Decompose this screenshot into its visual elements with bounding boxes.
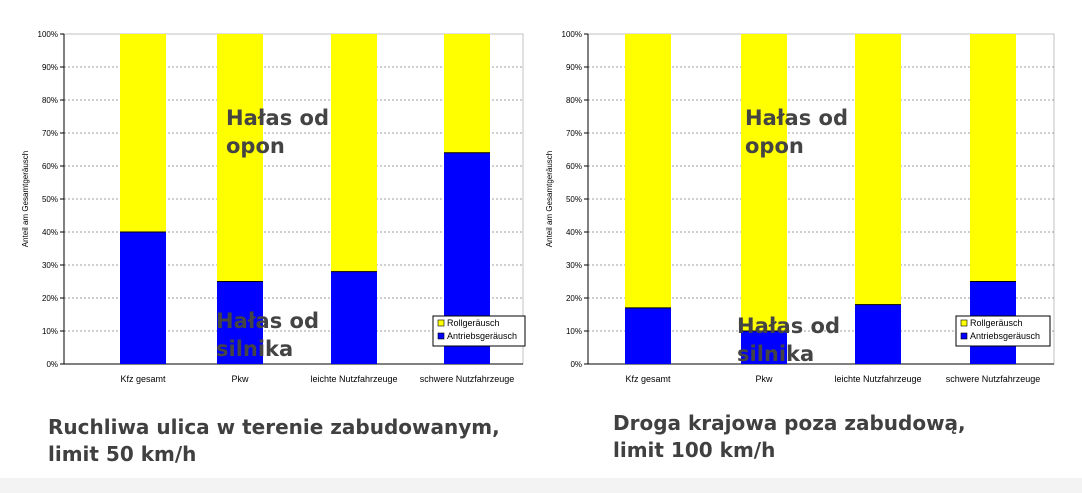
bar-antriebsgeraeusch [331,271,377,364]
x-category-label: leichte Nutzfahrzeuge [834,374,921,384]
y-tick-label: 20% [42,294,58,303]
y-tick-label: 80% [566,96,582,105]
overlay-annotation-text: Hałas od [737,314,840,338]
y-tick-label: 80% [42,96,58,105]
y-tick-label: 0% [46,360,58,369]
bar-antriebsgeraeusch [217,281,263,364]
y-tick-label: 20% [566,294,582,303]
legend-box [432,315,526,347]
y-tick-label: 100% [38,30,58,39]
bar-antriebsgeraeusch [120,232,166,364]
caption-left-line-1: Ruchliwa ulica w terenie zabudowanym, [48,415,500,439]
x-category-label: Pkw [231,374,249,384]
caption-right: Droga krajowa poza zabudową, limit 100 k… [613,410,966,464]
legend-swatch [960,319,968,327]
legend-swatch [437,332,445,340]
overlay-annotation-text: Hałas od [226,106,329,130]
legend-label: Rollgeräusch [447,318,500,328]
x-category-label: Kfz gesamt [120,374,166,384]
bar-antriebsgeraeusch [741,331,787,364]
chart-right: 0% 10% 20% 30% 40% 50% 60% 70% 80% 90% 100% Anteil … [542,18,1062,398]
y-tick-label: 40% [42,228,58,237]
y-axis-title: Anteil am Gesamtgeräusch [21,151,30,248]
y-tick-label: 0% [570,360,582,369]
caption-right-line-2: limit 100 km/h [613,438,776,462]
bar-rollgeraeusch [625,34,671,308]
y-tick-label: 10% [42,327,58,336]
x-category-label: Pkw [755,374,773,384]
y-tick-label: 60% [566,162,582,171]
overlay-annotation-text: silnika [737,342,814,366]
overlay-annotation-text: silnika [216,337,293,361]
y-tick-label: 70% [42,129,58,138]
bar-rollgeraeusch [331,34,377,272]
chart-left-svg: 0% 10% 20% 30% 40% 50% 60% 70% 80% 90% 100% Anteil … [21,30,526,384]
chart-left: 0% 10% 20% 30% 40% 50% 60% 70% 80% 90% 100% Anteil … [18,18,530,398]
overlay-annotation-text: opon [226,134,285,158]
y-tick-label: 50% [566,195,582,204]
bar-antriebsgeraeusch [625,307,671,364]
caption-right-line-1: Droga krajowa poza zabudową, [613,411,966,435]
y-tick-label: 30% [566,261,582,270]
legend-label: Antriebsgeräusch [447,331,517,341]
y-tick-label: 10% [566,327,582,336]
legend-swatch [960,332,968,340]
y-tick-label: 30% [42,261,58,270]
y-tick-label: 40% [566,228,582,237]
bar-rollgeraeusch [217,34,263,282]
bar-rollgeraeusch [970,34,1016,282]
bar-antriebsgeraeusch [855,304,901,364]
legend-label: Antriebsgeräusch [970,331,1040,341]
y-tick-label: 90% [566,63,582,72]
y-axis-title: Anteil am Gesamtgeräusch [545,151,554,248]
legend-swatch [437,319,445,327]
bar-rollgeraeusch [120,34,166,232]
x-category-label: leichte Nutzfahrzeuge [310,374,397,384]
legend-label: Rollgeräusch [970,318,1023,328]
bottom-band [0,478,1082,493]
x-category-label: schwere Nutzfahrzeuge [420,374,515,384]
y-tick-label: 90% [42,63,58,72]
legend-box [955,315,1051,347]
x-category-label: schwere Nutzfahrzeuge [946,374,1041,384]
bar-rollgeraeusch [741,34,787,331]
chart-right-svg: 0% 10% 20% 30% 40% 50% 60% 70% 80% 90% 100% Anteil … [545,30,1055,384]
overlay-annotation-text: Hałas od [216,309,319,333]
overlay-annotation-text: Hałas od [745,106,848,130]
caption-left-line-2: limit 50 km/h [48,442,197,466]
bar-rollgeraeusch [855,34,901,305]
y-tick-label: 100% [562,30,582,39]
x-category-label: Kfz gesamt [625,374,671,384]
y-tick-label: 60% [42,162,58,171]
caption-left: Ruchliwa ulica w terenie zabudowanym, li… [48,414,500,468]
y-tick-label: 70% [566,129,582,138]
bar-rollgeraeusch [444,34,490,153]
overlay-annotation-text: opon [745,134,804,158]
y-tick-label: 50% [42,195,58,204]
